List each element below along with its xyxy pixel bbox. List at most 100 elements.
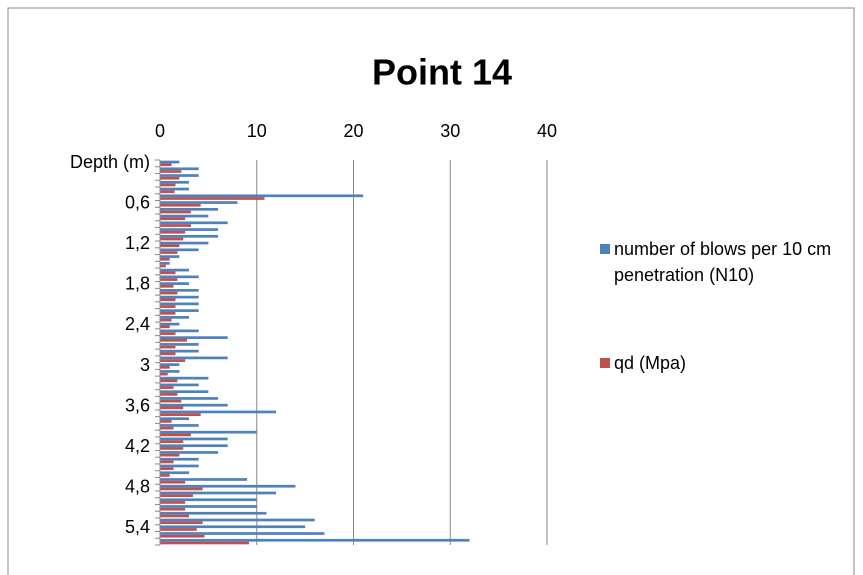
bar: [160, 403, 228, 407]
bar: [160, 491, 277, 495]
y-tick-label: 0,6: [125, 193, 150, 213]
bar: [160, 221, 228, 225]
bar: [160, 514, 190, 518]
bar: [160, 498, 257, 502]
bar: [160, 160, 180, 164]
bar: [160, 163, 172, 167]
bar: [160, 183, 176, 187]
bar: [160, 275, 199, 279]
bar: [160, 413, 201, 416]
y-tick-label: 4,8: [125, 476, 150, 496]
bar: [160, 437, 228, 441]
bar: [160, 372, 168, 376]
bar: [160, 467, 174, 471]
bar: [160, 244, 180, 248]
bar: [160, 197, 265, 200]
bar: [160, 525, 306, 529]
y-tick-label: 1,8: [125, 274, 150, 294]
bar: [160, 224, 191, 227]
bar: [160, 230, 186, 234]
bar: [160, 257, 170, 261]
bar: [160, 316, 190, 319]
bar: [160, 366, 170, 369]
bar: [160, 538, 470, 542]
bar: [160, 217, 186, 221]
bar: [160, 376, 209, 380]
bar: [160, 390, 209, 394]
bar: [160, 379, 178, 383]
bar: [160, 338, 188, 342]
bar: [160, 174, 199, 177]
bar: [160, 295, 199, 299]
bar: [160, 420, 172, 423]
bar: [160, 370, 180, 373]
bar: [160, 349, 199, 353]
bar: [160, 264, 166, 268]
y-tick-label: Depth (m): [70, 152, 150, 172]
bar: [160, 410, 277, 414]
bar: [160, 210, 191, 214]
bar: [160, 363, 180, 367]
bar: [160, 345, 176, 349]
bar: [160, 494, 193, 498]
bar: [160, 505, 257, 508]
bar: [160, 383, 199, 387]
bar: [160, 176, 180, 180]
bar: [160, 261, 170, 265]
bar: [160, 521, 203, 525]
bar: [160, 478, 248, 481]
bar: [160, 430, 257, 434]
bar: [160, 325, 170, 329]
bar: [160, 399, 182, 403]
bar: [160, 397, 219, 400]
bar: [160, 451, 219, 454]
legend-label: number of blows per 10 cm penetration (N…: [614, 239, 832, 285]
bar: [160, 291, 178, 295]
bar: [160, 471, 190, 475]
bar: [160, 417, 190, 421]
bar: [160, 241, 209, 245]
bar: [160, 332, 176, 335]
bar: [160, 453, 180, 457]
bar: [160, 318, 172, 322]
bar: [160, 251, 178, 254]
bar: [160, 480, 186, 484]
bar: [160, 228, 219, 231]
bar: [160, 424, 199, 427]
bar: [160, 426, 174, 430]
x-tick-label: 20: [343, 121, 363, 141]
y-tick-label: 3: [140, 355, 150, 375]
bar: [160, 194, 364, 198]
bar: [160, 511, 267, 515]
bar: [160, 343, 199, 346]
y-tick-label: 4,2: [125, 436, 150, 456]
chart-border: [7, 7, 855, 575]
bar: [160, 167, 199, 171]
bar: [160, 284, 174, 288]
bar: [160, 311, 176, 315]
bar: [160, 352, 176, 356]
bar: [160, 447, 184, 450]
bar: [160, 460, 174, 464]
bar: [160, 207, 219, 211]
bar: [160, 248, 199, 252]
bar: [160, 457, 199, 461]
bar: [160, 180, 190, 184]
x-tick-label: 40: [537, 121, 557, 141]
bar: [160, 444, 228, 448]
bar: [160, 356, 228, 360]
bar: [160, 322, 180, 326]
y-tick-label: 3,6: [125, 395, 150, 415]
bar: [160, 302, 199, 306]
legend-swatch: [600, 244, 610, 254]
chart-title: Point 14: [372, 52, 512, 93]
bar: [160, 474, 170, 477]
bar: [160, 268, 190, 272]
y-tick-label: 1,2: [125, 233, 150, 253]
y-tick-label: 5,4: [125, 517, 150, 537]
bar: [160, 534, 205, 538]
bar: [160, 359, 186, 362]
bar: [160, 255, 180, 258]
legend-swatch: [600, 358, 610, 368]
